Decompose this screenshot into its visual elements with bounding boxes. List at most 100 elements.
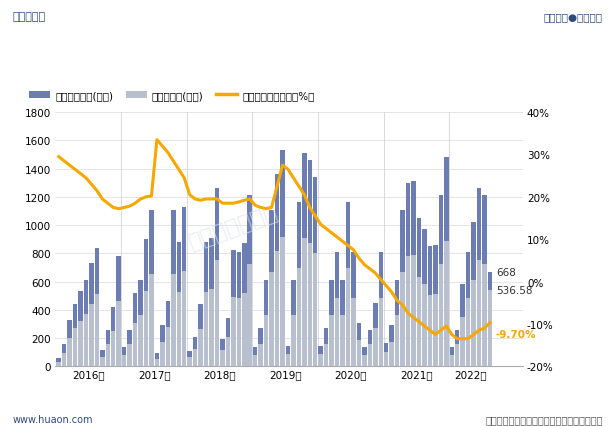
Bar <box>438 196 443 366</box>
Bar <box>351 298 355 366</box>
Bar <box>368 345 372 366</box>
Bar <box>324 328 328 366</box>
Bar <box>106 345 110 366</box>
Bar <box>133 323 137 366</box>
Bar <box>427 247 432 366</box>
Bar <box>220 339 224 366</box>
Text: 2016-2024年7月甘肃省房地产投资额及住宅投资额: 2016-2024年7月甘肃省房地产投资额及住宅投资额 <box>167 49 448 66</box>
Bar <box>231 297 236 366</box>
Bar <box>269 273 274 366</box>
Bar <box>160 342 165 366</box>
Bar <box>73 305 77 366</box>
Bar <box>308 161 312 366</box>
Bar <box>275 252 279 366</box>
Bar <box>220 350 224 366</box>
Text: 536.58: 536.58 <box>496 286 533 296</box>
Bar <box>84 280 88 366</box>
Bar <box>149 210 154 366</box>
Bar <box>340 280 345 366</box>
Bar <box>138 315 143 366</box>
Bar <box>247 264 252 366</box>
Bar <box>57 359 61 366</box>
Bar <box>313 178 317 366</box>
Bar <box>199 305 203 366</box>
Bar <box>215 260 219 366</box>
Bar <box>160 325 165 366</box>
Bar <box>455 345 459 366</box>
Bar <box>226 337 230 366</box>
Bar <box>362 355 367 366</box>
Bar <box>389 325 394 366</box>
Bar <box>291 280 296 366</box>
Bar <box>302 154 307 366</box>
Bar <box>395 315 399 366</box>
Bar <box>171 210 175 366</box>
Bar <box>57 362 61 366</box>
Bar <box>324 344 328 366</box>
Bar <box>188 351 192 366</box>
Bar <box>477 189 482 366</box>
Bar <box>100 357 105 366</box>
Bar <box>357 323 361 366</box>
Bar <box>171 274 175 366</box>
Bar <box>406 183 410 366</box>
Bar <box>177 242 181 366</box>
Bar <box>122 355 127 366</box>
Bar <box>444 158 448 366</box>
Bar <box>188 358 192 366</box>
Bar <box>111 331 116 366</box>
Bar <box>269 210 274 366</box>
Text: 668: 668 <box>496 267 517 277</box>
Bar <box>116 256 121 366</box>
Bar <box>482 196 486 366</box>
Bar <box>78 292 82 366</box>
Bar <box>466 252 470 366</box>
Bar <box>433 245 438 366</box>
Bar <box>340 315 345 366</box>
Bar <box>95 248 99 366</box>
Bar <box>62 353 66 366</box>
Bar <box>149 274 154 366</box>
Bar <box>389 342 394 366</box>
Bar <box>296 203 301 366</box>
Bar <box>182 207 186 366</box>
Bar <box>67 338 72 366</box>
Legend: 房地产投资额(亿元), 住宅投资额(亿元), 房地产投资额增速（%）: 房地产投资额(亿元), 住宅投资额(亿元), 房地产投资额增速（%） <box>30 91 314 101</box>
Bar <box>351 252 355 366</box>
Bar <box>455 330 459 366</box>
Text: www.huaon.com: www.huaon.com <box>12 414 93 424</box>
Bar <box>471 223 476 366</box>
Text: 数据来源：国家统计局，华经产业研究院整理: 数据来源：国家统计局，华经产业研究院整理 <box>485 414 603 424</box>
Bar <box>138 280 143 366</box>
Bar <box>368 330 372 366</box>
Bar <box>482 264 486 366</box>
Bar <box>237 252 241 366</box>
Bar <box>275 175 279 366</box>
Bar <box>335 298 339 366</box>
Bar <box>226 319 230 366</box>
Bar <box>488 291 492 366</box>
Bar <box>308 243 312 366</box>
Bar <box>379 252 383 366</box>
Bar <box>89 264 93 366</box>
Bar <box>62 344 66 366</box>
Bar <box>127 345 132 366</box>
Bar <box>242 293 247 366</box>
Bar <box>78 321 82 366</box>
Bar <box>330 280 334 366</box>
Bar <box>423 230 427 366</box>
Bar <box>461 318 465 366</box>
Bar <box>384 343 389 366</box>
Bar <box>411 182 416 366</box>
Bar <box>199 329 203 366</box>
Bar <box>373 303 378 366</box>
Bar <box>204 292 208 366</box>
Bar <box>280 151 285 366</box>
Bar <box>84 314 88 366</box>
Bar <box>438 264 443 366</box>
Bar <box>165 302 170 366</box>
Bar <box>193 349 197 366</box>
Bar <box>116 301 121 366</box>
Bar <box>100 350 105 366</box>
Bar <box>177 292 181 366</box>
